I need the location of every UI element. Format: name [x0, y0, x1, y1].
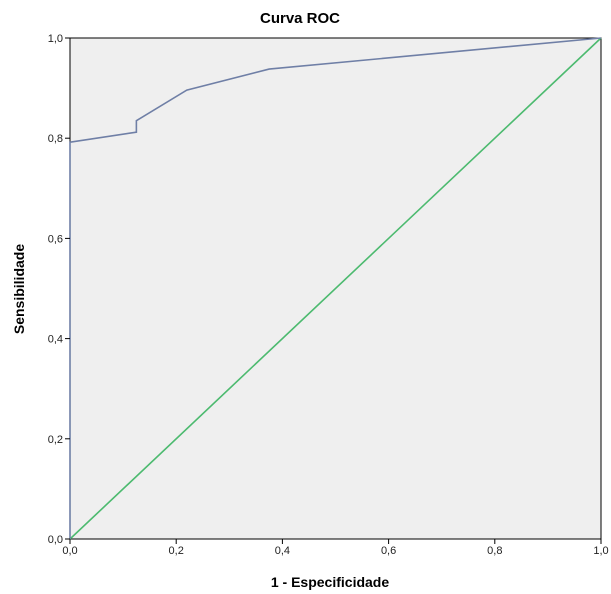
x-tick-label: 0,0 [62, 545, 77, 557]
y-axis-label: Sensibilidade [11, 244, 27, 334]
y-tick-label: 0,8 [48, 133, 63, 145]
x-tick-label: 0,2 [169, 545, 184, 557]
x-tick-label: 1,0 [593, 545, 608, 557]
x-tick-label: 0,6 [381, 545, 396, 557]
y-tick-label: 1,0 [48, 33, 63, 45]
x-tick-label: 0,8 [487, 545, 502, 557]
y-tick-label: 0,6 [48, 233, 63, 245]
y-tick-label: 0,0 [48, 534, 63, 546]
y-tick-label: 0,2 [48, 434, 63, 446]
x-tick-label: 0,4 [275, 545, 290, 557]
chart-title: Curva ROC [260, 10, 340, 27]
y-tick-label: 0,4 [48, 334, 63, 346]
x-axis-ticks: 0,0 0,2 0,4 0,6 0,8 1,0 [62, 539, 608, 557]
x-axis-label: 1 - Especificidade [271, 574, 389, 590]
y-axis-ticks: 0,0 0,2 0,4 0,6 0,8 1,0 [48, 33, 70, 546]
